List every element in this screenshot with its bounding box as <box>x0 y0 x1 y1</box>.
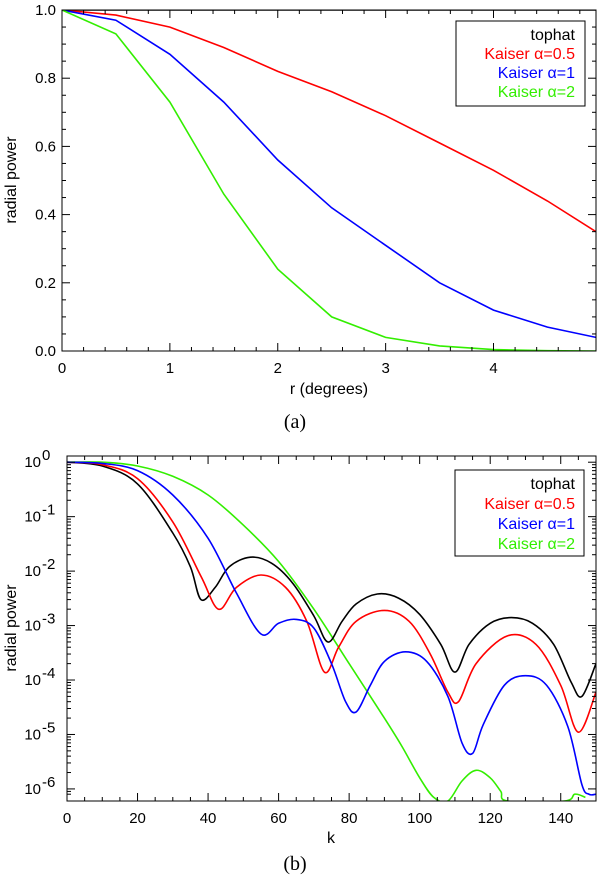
chart-a-xlabel: r (degrees) <box>290 381 368 398</box>
chart-b-ytick-exponent: -6 <box>42 774 55 791</box>
chart-b-legend: tophat Kaiser α=0.5 Kaiser α=1 Kaiser α=… <box>454 469 585 557</box>
chart-a-ytick-label: 0.2 <box>35 275 56 292</box>
chart-b-ytick-exponent: -5 <box>42 719 55 736</box>
chart-b-series-kaiser-2 <box>67 461 586 801</box>
chart-b-series-kaiser-1 <box>67 461 596 796</box>
chart-b-legend-tophat: tophat <box>531 476 576 493</box>
chart-b-xtick-label: 100 <box>407 810 432 827</box>
chart-b-xtick-label: 140 <box>548 810 573 827</box>
chart-a-series-kaiser-2 <box>62 10 596 351</box>
chart-a-series-kaiser-0.5 <box>62 10 596 233</box>
chart-a-legend-tophat: tophat <box>531 27 576 44</box>
chart-b-panel-label: (b) <box>283 853 306 875</box>
chart-b-xtick-label: 60 <box>270 810 287 827</box>
chart-b-xlabel: k <box>327 830 336 847</box>
chart-b-ylabel: radial power <box>3 584 20 672</box>
chart-b-ytick-label: 10 <box>24 726 41 743</box>
chart-b-ytick-label: 10 <box>24 781 41 798</box>
chart-a-legend-kaiser-1: Kaiser α=1 <box>498 65 575 82</box>
chart-b-ytick-label: 10 <box>24 563 41 580</box>
chart-a-ytick-label: 0.6 <box>35 138 56 155</box>
chart-a-ytick-label: 0.0 <box>35 343 56 360</box>
chart-a-panel-label: (a) <box>284 411 306 433</box>
chart-a-legend: tophat Kaiser α=0.5 Kaiser α=1 Kaiser α=… <box>455 20 586 107</box>
chart-b-xtick-label: 0 <box>63 810 71 827</box>
chart-a-xtick-label: 0 <box>58 360 66 377</box>
chart-b-ytick-exponent: -2 <box>42 556 55 573</box>
chart-b-xtick-label: 20 <box>129 810 146 827</box>
chart-a-xtick-label: 1 <box>166 360 174 377</box>
chart-a-series-kaiser-1 <box>62 10 596 339</box>
chart-a-ytick-label: 1.0 <box>35 2 56 19</box>
chart-a-ytick-label: 0.8 <box>35 70 56 87</box>
chart-a-legend-box <box>455 20 586 107</box>
chart-b-ytick-exponent: -3 <box>42 611 55 628</box>
chart-b-ytick-exponent: -1 <box>42 502 55 519</box>
chart-b-legend-kaiser-2: Kaiser α=2 <box>498 536 575 553</box>
chart-b-ytick-label: 10 <box>24 618 41 635</box>
chart-b-frame <box>66 455 597 802</box>
chart-b-xtick-label: 120 <box>478 810 503 827</box>
chart-a-legend-kaiser-0.5: Kaiser α=0.5 <box>484 46 575 63</box>
chart-a-xtick-label: 4 <box>489 360 497 377</box>
chart-b-legend-box <box>454 469 585 557</box>
chart-b-ytick-label: 10 <box>24 509 41 526</box>
chart-b-series-tophat <box>67 461 596 698</box>
chart-a-frame <box>61 9 597 352</box>
chart-b-legend-kaiser-0.5: Kaiser α=0.5 <box>484 496 575 513</box>
chart-b-ytick-exponent: 0 <box>42 447 50 464</box>
chart-b-xtick-label: 40 <box>200 810 217 827</box>
chart-a-legend-kaiser-2: Kaiser α=2 <box>498 84 575 101</box>
chart-b-ytick-label: 10 <box>24 672 41 689</box>
chart-b-ytick-exponent: -4 <box>42 665 55 682</box>
chart-a-xtick-label: 2 <box>274 360 282 377</box>
chart-b-xtick-label: 80 <box>341 810 358 827</box>
chart-a-xtick-label: 3 <box>381 360 389 377</box>
chart-b-legend-kaiser-1: Kaiser α=1 <box>498 516 575 533</box>
chart-b-series-kaiser-0.5 <box>67 461 596 733</box>
chart-a-ytick-label: 0.4 <box>35 207 56 224</box>
chart-a: 0 1 2 3 4 0.0 0.2 0.4 0.6 0.8 1.0 r (degrees) radi… <box>3 2 597 433</box>
chart-a-ylabel: radial power <box>3 136 20 224</box>
chart-b-ytick-label: 10 <box>24 454 41 471</box>
